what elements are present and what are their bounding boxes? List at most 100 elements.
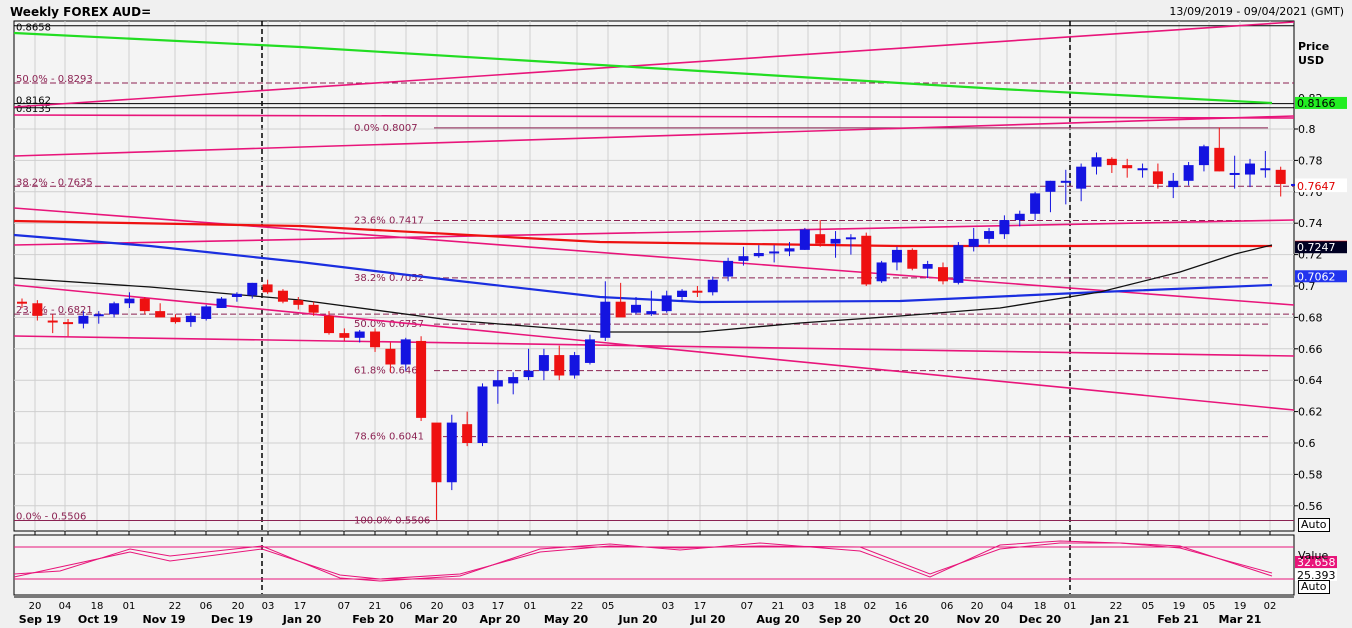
candle-body[interactable]	[1030, 193, 1041, 214]
candle-body[interactable]	[692, 290, 703, 293]
candle-body[interactable]	[876, 262, 887, 282]
date-tick-label: 17	[694, 601, 707, 612]
candle-body[interactable]	[370, 331, 381, 348]
candle-body[interactable]	[170, 317, 181, 323]
candle-body[interactable]	[861, 235, 872, 285]
candle-body[interactable]	[815, 234, 826, 244]
candle-body[interactable]	[155, 311, 166, 318]
candle-body[interactable]	[293, 300, 304, 305]
candle-body[interactable]	[1152, 171, 1163, 184]
candle-body[interactable]	[1198, 146, 1209, 166]
candle-body[interactable]	[646, 311, 657, 315]
candle-body[interactable]	[1229, 172, 1240, 175]
candle-body[interactable]	[47, 320, 58, 323]
candle-body[interactable]	[201, 306, 212, 319]
candle-body[interactable]	[554, 355, 565, 376]
candle-body[interactable]	[216, 298, 227, 308]
date-tick-label: 19	[1173, 601, 1186, 612]
candle-body[interactable]	[799, 229, 810, 250]
candle-body[interactable]	[1183, 165, 1194, 181]
candle-body[interactable]	[1106, 158, 1117, 166]
candle-body[interactable]	[615, 301, 626, 318]
candle-body[interactable]	[523, 370, 534, 378]
candle-body[interactable]	[431, 422, 442, 483]
candle-body[interactable]	[677, 290, 688, 297]
candle-body[interactable]	[139, 298, 150, 312]
candle-body[interactable]	[400, 339, 411, 365]
candle-body[interactable]	[600, 301, 611, 338]
candle-body[interactable]	[922, 264, 933, 269]
candle-body[interactable]	[477, 386, 488, 443]
candle-body[interactable]	[907, 249, 918, 269]
candle-body[interactable]	[753, 253, 764, 257]
candle-body[interactable]	[584, 339, 595, 363]
candle-body[interactable]	[1060, 180, 1071, 183]
candle-body[interactable]	[569, 355, 580, 376]
oscillator-plot-area[interactable]	[13, 534, 1295, 596]
candle-body[interactable]	[738, 256, 749, 261]
month-label: Dec 19	[211, 613, 253, 626]
candle-body[interactable]	[845, 237, 856, 240]
candle-body[interactable]	[538, 355, 549, 371]
candle-body[interactable]	[262, 284, 273, 293]
price-tick-label: 0.68	[1298, 311, 1323, 324]
candle-body[interactable]	[1245, 163, 1255, 175]
price-tick-label: 0.58	[1298, 468, 1323, 481]
value-auto-scale[interactable]: Auto	[1298, 580, 1330, 594]
candle-body[interactable]	[339, 333, 350, 338]
candle-body[interactable]	[1122, 165, 1133, 169]
candle-body[interactable]	[63, 322, 74, 325]
candle-body[interactable]	[1260, 168, 1271, 171]
month-label: May 20	[544, 613, 589, 626]
month-label: Jul 20	[690, 613, 726, 626]
price-auto-scale[interactable]: Auto	[1298, 518, 1330, 532]
candle-body[interactable]	[707, 279, 718, 293]
candle-body[interactable]	[308, 304, 319, 313]
candle-body[interactable]	[385, 348, 396, 365]
month-label: Oct 19	[78, 613, 118, 626]
candle-body[interactable]	[32, 303, 43, 316]
candle-body[interactable]	[247, 282, 258, 296]
candle-body[interactable]	[1014, 213, 1025, 221]
candle-body[interactable]	[277, 290, 288, 302]
candle-body[interactable]	[93, 314, 104, 317]
osc-tag	[1295, 556, 1337, 568]
candle-body[interactable]	[78, 315, 89, 324]
candle-body[interactable]	[354, 331, 365, 338]
candle-body[interactable]	[124, 298, 135, 304]
candle-body[interactable]	[953, 245, 964, 283]
candle-body[interactable]	[999, 220, 1010, 235]
fib-label: 61.8% 0.6461	[354, 366, 424, 377]
candle-body[interactable]	[17, 301, 27, 304]
candle-body[interactable]	[1076, 166, 1087, 189]
candle-body[interactable]	[723, 260, 734, 277]
candle-body[interactable]	[984, 231, 995, 239]
candle-body[interactable]	[830, 238, 841, 244]
candle-body[interactable]	[231, 293, 242, 297]
candle-body[interactable]	[462, 424, 473, 443]
trend-line	[13, 21, 1295, 108]
price-plot-area[interactable]	[13, 20, 1295, 532]
candle-body[interactable]	[769, 251, 780, 254]
candle-body[interactable]	[1214, 147, 1225, 172]
candle-body[interactable]	[1168, 180, 1179, 188]
candle-body[interactable]	[185, 315, 196, 323]
candle-body[interactable]	[446, 422, 457, 483]
candle-body[interactable]	[631, 304, 641, 313]
candle-body[interactable]	[109, 303, 120, 315]
candle-body[interactable]	[968, 238, 979, 247]
fib-label: 23.6% 0.7417	[354, 216, 424, 227]
candle-body[interactable]	[416, 340, 427, 418]
candle-body[interactable]	[492, 380, 503, 387]
candle-body[interactable]	[508, 377, 519, 384]
candle-body[interactable]	[1275, 169, 1286, 184]
candle-body[interactable]	[1091, 157, 1102, 167]
candle-body[interactable]	[1045, 180, 1056, 192]
candle-body[interactable]	[661, 295, 672, 312]
candle-body[interactable]	[1137, 168, 1148, 171]
candle-body[interactable]	[784, 248, 795, 252]
candle-body[interactable]	[891, 249, 902, 263]
candle-body[interactable]	[324, 315, 334, 334]
candle-body[interactable]	[938, 267, 948, 282]
